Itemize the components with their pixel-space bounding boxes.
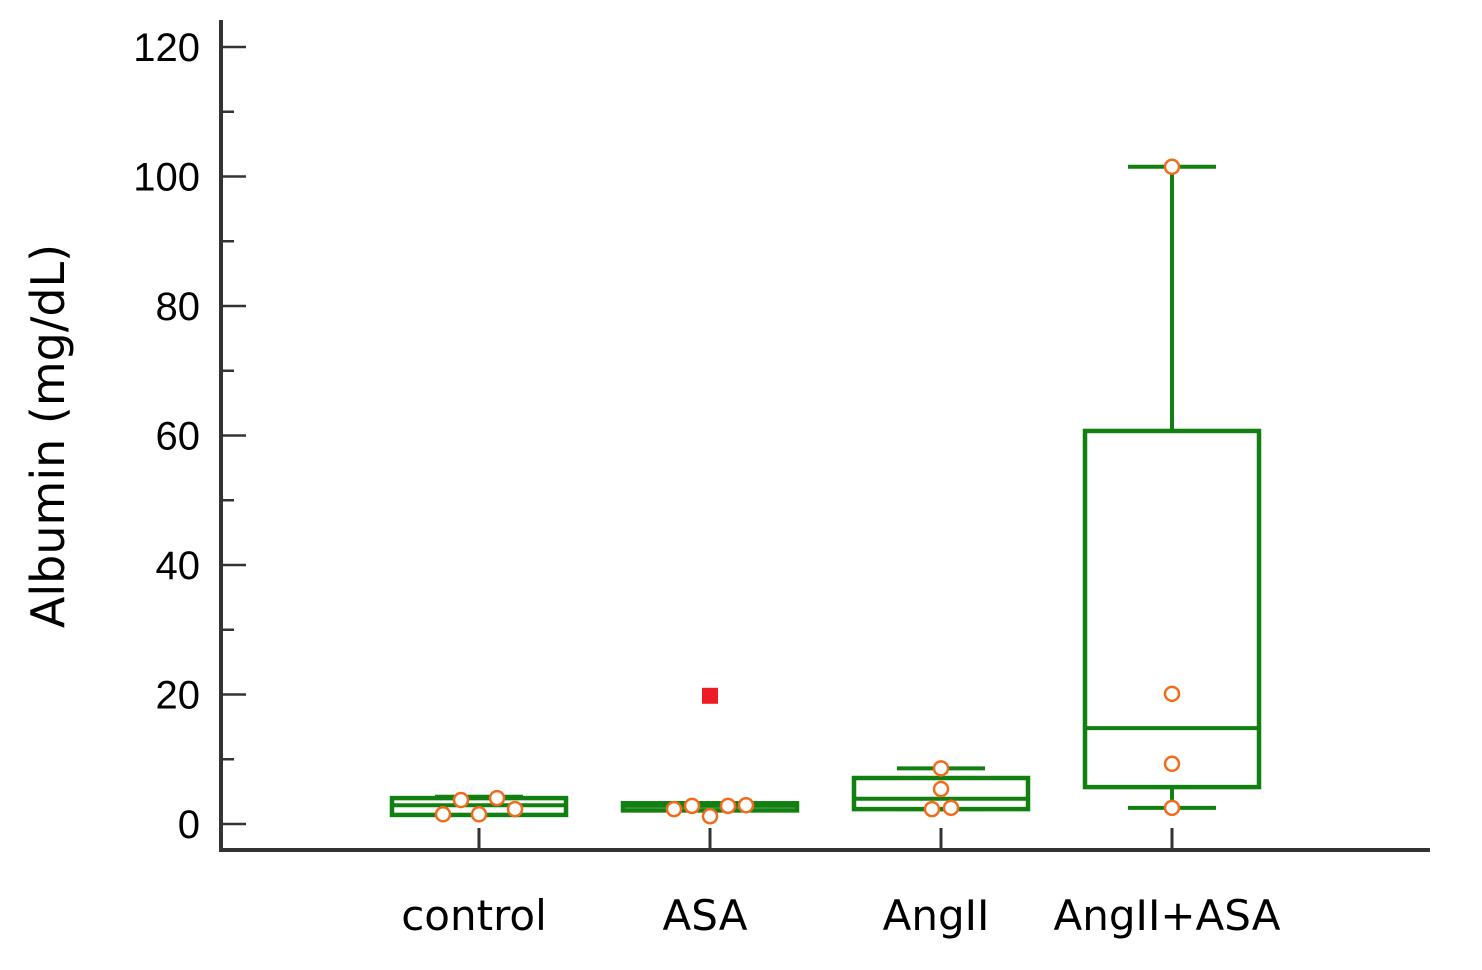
box-angii (851, 760, 1031, 818)
data-point (932, 760, 950, 777)
y-tick-label: 40 (156, 544, 201, 588)
data-point (1163, 755, 1181, 773)
x-tick-label: AngII (883, 891, 990, 940)
data-point (737, 796, 755, 814)
data-point (683, 797, 701, 815)
x-tick-label: ASA (663, 891, 748, 940)
data-point (1163, 158, 1181, 176)
data-point (942, 799, 960, 817)
y-tick-label: 0 (178, 803, 200, 847)
y-tick-label: 60 (156, 415, 201, 459)
y-tick-label: 20 (156, 674, 201, 718)
data-point (452, 791, 470, 809)
data-point (665, 800, 683, 818)
data-point (488, 789, 506, 807)
data-point (1163, 799, 1181, 817)
data-point (470, 806, 488, 823)
y-tick-label: 80 (156, 285, 201, 329)
data-point (701, 807, 719, 825)
data-point (434, 806, 452, 823)
data-point (719, 797, 737, 815)
x-tick-label: AngII+ASA (1054, 891, 1281, 940)
data-point (1163, 685, 1181, 703)
box-asa (620, 687, 800, 825)
data-point (923, 800, 941, 818)
box-iqr (1082, 428, 1262, 790)
box-control (389, 789, 569, 823)
y-axis-label: Albumin (mg/dL) (21, 244, 75, 628)
data-point (932, 780, 950, 798)
axes: 0 20 40 60 80 100 120 control ASA AngII AngII+ASA (133, 20, 1430, 940)
y-tick-label: 100 (133, 156, 200, 200)
data-point (506, 800, 524, 818)
y-tick-label: 120 (133, 26, 200, 70)
box-marks (389, 158, 1262, 825)
outlier-point (702, 687, 718, 704)
box-angii-asa (1082, 158, 1262, 817)
x-tick-label: control (401, 891, 547, 940)
